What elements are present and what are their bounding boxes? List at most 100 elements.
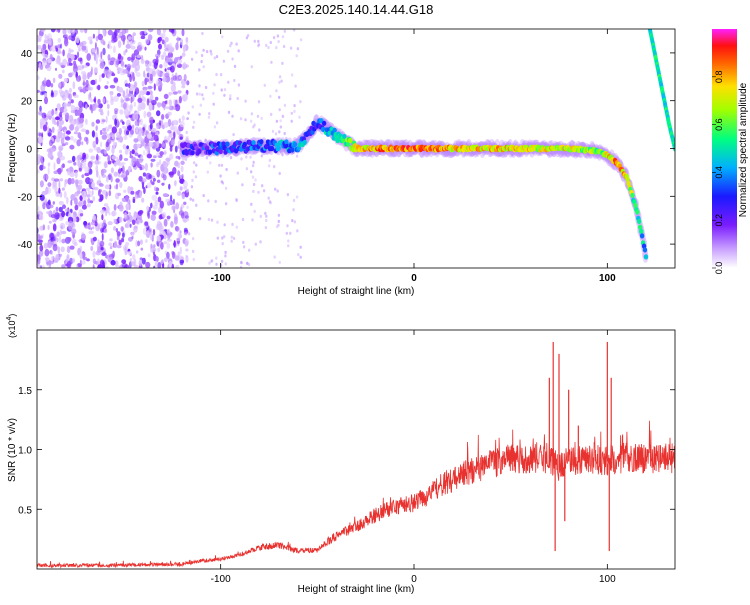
- noise-speckle: [179, 136, 183, 140]
- noise-speckle: [151, 210, 157, 216]
- noise-speckle: [279, 119, 282, 123]
- noise-speckle: [127, 125, 132, 131]
- noise-speckle: [116, 244, 122, 249]
- noise-speckle: [144, 163, 148, 171]
- noise-speckle: [152, 204, 158, 210]
- noise-speckle: [156, 169, 161, 178]
- signal-point: [332, 127, 337, 133]
- noise-speckle: [60, 43, 63, 49]
- y-tick-label: 0: [26, 145, 32, 156]
- noise-speckle: [63, 191, 67, 199]
- noise-speckle: [131, 149, 135, 155]
- noise-speckle: [151, 181, 155, 185]
- noise-speckle: [133, 101, 136, 107]
- noise-speckle: [43, 54, 49, 59]
- noise-speckle: [140, 247, 144, 251]
- noise-speckle: [224, 186, 228, 190]
- noise-speckle: [92, 258, 96, 265]
- noise-speckle: [224, 262, 227, 266]
- noise-speckle: [156, 83, 160, 87]
- noise-speckle: [42, 224, 46, 231]
- noise-speckle: [229, 94, 232, 98]
- noise-speckle: [101, 168, 107, 174]
- signal-point: [218, 148, 223, 155]
- noise-speckle: [270, 60, 273, 64]
- noise-speckle: [163, 143, 166, 149]
- noise-speckle: [58, 235, 62, 243]
- noise-speckle: [183, 201, 187, 205]
- x-tick-label: 100: [599, 574, 616, 585]
- noise-speckle: [89, 39, 93, 45]
- noise-speckle: [50, 250, 53, 256]
- noise-speckle: [85, 104, 88, 110]
- noise-speckle: [124, 83, 129, 87]
- noise-speckle: [124, 150, 129, 155]
- noise-speckle: [55, 67, 57, 71]
- noise-speckle: [135, 191, 140, 195]
- noise-speckle: [155, 191, 159, 195]
- colorbar-tick-label: 0.8: [714, 71, 724, 84]
- noise-speckle: [47, 33, 52, 40]
- noise-speckle: [86, 203, 91, 208]
- noise-speckle: [227, 80, 230, 84]
- noise-speckle: [146, 72, 150, 78]
- noise-speckle: [110, 167, 114, 174]
- noise-speckle: [139, 190, 143, 199]
- noise-speckle: [58, 73, 63, 79]
- noise-speckle: [111, 155, 117, 160]
- noise-speckle: [129, 150, 132, 156]
- noise-speckle: [173, 99, 176, 105]
- noise-speckle: [88, 148, 94, 153]
- noise-speckle: [122, 232, 125, 238]
- noise-speckle: [92, 236, 97, 242]
- noise-speckle: [57, 246, 61, 254]
- noise-speckle: [136, 143, 141, 148]
- noise-speckle: [101, 119, 106, 123]
- noise-speckle: [164, 68, 167, 72]
- noise-speckle: [95, 125, 98, 131]
- noise-speckle: [113, 77, 119, 83]
- noise-speckle: [165, 106, 171, 110]
- noise-speckle: [108, 242, 113, 247]
- noise-speckle: [209, 161, 212, 165]
- noise-speckle: [218, 163, 221, 167]
- noise-speckle: [240, 261, 243, 265]
- noise-speckle: [130, 45, 136, 50]
- noise-speckle: [174, 226, 180, 232]
- noise-speckle: [47, 151, 53, 159]
- noise-speckle: [148, 116, 155, 125]
- noise-speckle: [265, 218, 268, 223]
- noise-speckle: [129, 40, 133, 47]
- noise-speckle: [107, 154, 111, 163]
- noise-speckle: [100, 247, 104, 251]
- noise-speckle: [154, 53, 161, 58]
- noise-speckle: [191, 105, 194, 109]
- noise-speckle: [132, 254, 136, 261]
- noise-speckle: [104, 161, 108, 169]
- noise-speckle: [167, 111, 171, 117]
- noise-speckle: [299, 255, 302, 259]
- noise-speckle: [176, 237, 181, 242]
- noise-speckle: [120, 103, 124, 108]
- noise-speckle: [142, 126, 145, 131]
- y-tick-label: -20: [18, 192, 33, 203]
- noise-speckle: [141, 197, 145, 203]
- noise-speckle: [237, 49, 240, 53]
- signal-point: [342, 133, 347, 139]
- noise-speckle: [248, 248, 251, 252]
- signal-point: [290, 147, 295, 153]
- noise-speckle: [111, 146, 115, 155]
- noise-speckle: [174, 145, 178, 153]
- noise-speckle: [221, 242, 224, 246]
- noise-speckle: [276, 189, 279, 193]
- noise-speckle: [113, 226, 117, 231]
- noise-speckle: [146, 182, 152, 189]
- snr-ylabel: SNR (10 * v/v): [7, 418, 18, 482]
- noise-speckle: [183, 74, 187, 82]
- noise-speckle: [181, 115, 185, 121]
- noise-speckle: [73, 223, 76, 228]
- noise-speckle: [115, 178, 120, 183]
- noise-speckle: [106, 80, 110, 85]
- noise-speckle: [121, 99, 124, 104]
